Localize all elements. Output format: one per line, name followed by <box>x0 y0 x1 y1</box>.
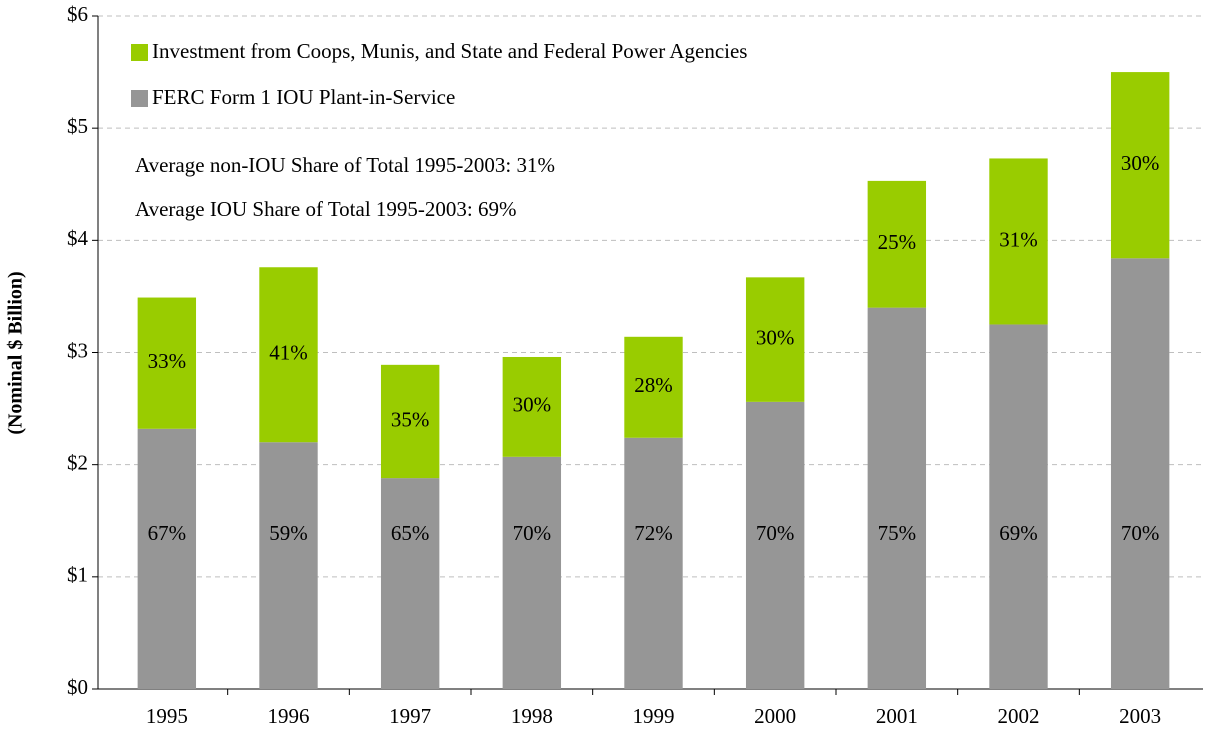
share-label: 67% <box>148 521 187 545</box>
share-label: 28% <box>634 373 673 397</box>
share-label: 30% <box>513 393 552 417</box>
share-label: 41% <box>269 341 308 365</box>
y-tick-label: $1 <box>67 563 88 587</box>
bar-segment <box>259 267 318 443</box>
share-label: 30% <box>1121 151 1160 175</box>
y-tick-label: $2 <box>67 450 88 474</box>
share-label: 30% <box>756 325 795 349</box>
share-label: 59% <box>269 521 308 545</box>
bar-segment <box>624 336 683 438</box>
share-label: 33% <box>148 349 187 373</box>
x-tick-label: 2002 <box>998 704 1040 728</box>
bar-segment <box>867 307 927 689</box>
x-tick-label: 1995 <box>146 704 188 728</box>
legend-swatch <box>131 44 148 61</box>
share-label: 69% <box>999 521 1038 545</box>
bar-segment <box>502 356 562 457</box>
share-label: 65% <box>391 521 430 545</box>
x-tick-label: 1999 <box>633 704 675 728</box>
bar-segment <box>745 401 805 689</box>
bar-segment <box>380 478 440 689</box>
y-tick-label: $0 <box>67 675 88 699</box>
x-tick-label: 2003 <box>1119 704 1161 728</box>
y-tick-label: $4 <box>67 226 89 250</box>
bar-segment <box>1110 258 1170 689</box>
x-tick-label: 1997 <box>389 704 431 728</box>
y-axis-label: (Nominal $ Billion) <box>5 271 27 434</box>
share-label: 72% <box>634 521 673 545</box>
annotation: Average non-IOU Share of Total 1995-2003… <box>135 153 555 177</box>
bar-segment <box>502 456 562 689</box>
x-tick-label: 1996 <box>268 704 310 728</box>
share-label: 70% <box>513 521 552 545</box>
bar-segment <box>624 437 683 689</box>
share-label: 75% <box>878 521 917 545</box>
x-tick-label: 1998 <box>511 704 553 728</box>
bar-segment <box>137 297 197 429</box>
y-tick-label: $5 <box>67 114 88 138</box>
bar-segment <box>137 428 197 689</box>
bar-segment <box>745 277 805 402</box>
legend-label: FERC Form 1 IOU Plant-in-Service <box>152 85 455 109</box>
bar-segment <box>867 180 927 308</box>
y-tick-label: $3 <box>67 338 88 362</box>
share-label: 35% <box>391 407 430 431</box>
share-label: 25% <box>878 230 917 254</box>
bar-segment <box>1110 72 1170 259</box>
bar-segment <box>259 442 318 689</box>
share-label: 70% <box>756 521 795 545</box>
annotation: Average IOU Share of Total 1995-2003: 69… <box>135 197 517 221</box>
legend-swatch <box>131 90 148 107</box>
bar-segment <box>989 324 1048 689</box>
bar-segment <box>989 158 1048 325</box>
share-label: 31% <box>999 227 1038 251</box>
share-label: 70% <box>1121 521 1160 545</box>
bar-segment <box>380 364 440 479</box>
x-tick-label: 2001 <box>876 704 918 728</box>
legend-label: Investment from Coops, Munis, and State … <box>152 39 747 63</box>
x-tick-label: 2000 <box>754 704 796 728</box>
y-tick-label: $6 <box>67 2 88 26</box>
